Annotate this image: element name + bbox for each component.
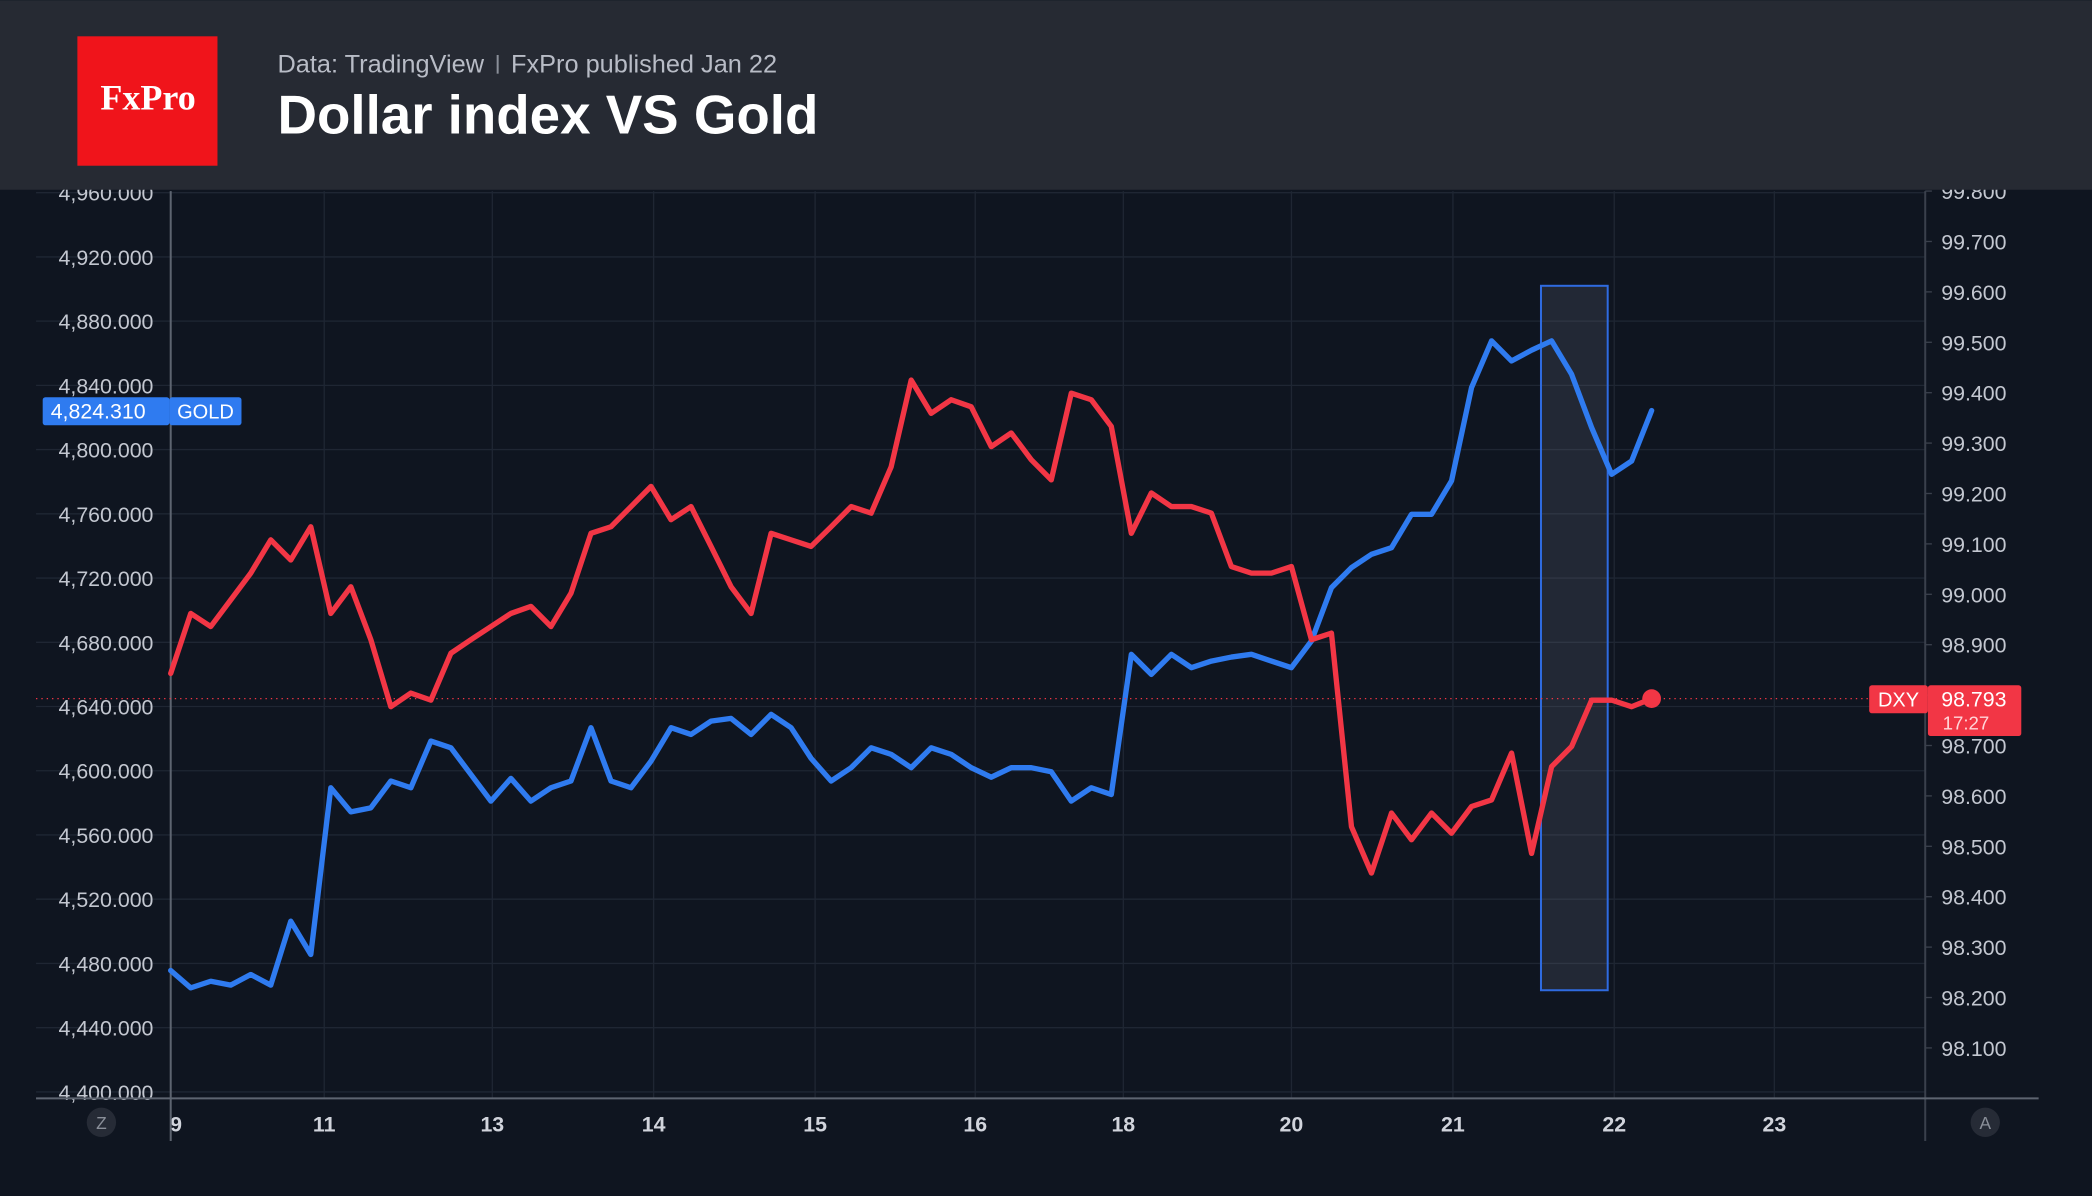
y-tick-label: 4,440.000 <box>59 1017 154 1041</box>
button[interactable] <box>1970 1107 2000 1138</box>
x-tick-label: 23 <box>1762 1113 1786 1137</box>
series-line <box>168 377 1655 876</box>
y2-tick-label: 99.300 <box>1941 432 2006 456</box>
y2-tick-label: 98.900 <box>1941 634 2006 658</box>
button-label[interactable]: Z <box>96 1113 107 1133</box>
name-tag <box>1869 685 1928 714</box>
y-tick-label: 4,520.000 <box>59 888 154 912</box>
x-tick-label: 18 <box>1111 1113 1135 1137</box>
logo: FxPro <box>100 78 195 118</box>
y2-tick-label: 99.400 <box>1941 382 2006 406</box>
y2-tick-label: 98.600 <box>1941 785 2006 809</box>
value-tag-label: 4,824.310 <box>51 400 146 424</box>
subtitle: FxPro published Jan 22 <box>511 50 777 78</box>
highlight-box <box>1539 284 1609 992</box>
y-tick-label: 4,560.000 <box>59 824 154 848</box>
series-line <box>168 338 1655 991</box>
name-tag-label: GOLD <box>177 402 234 424</box>
source: Data: TradingView <box>278 50 485 78</box>
header-bg <box>0 0 2092 190</box>
countdown: 17:27 <box>1943 712 1990 733</box>
last-point <box>1642 689 1661 708</box>
y2-tick-label: 98.200 <box>1941 987 2006 1011</box>
x-tick-label: 20 <box>1280 1113 1304 1137</box>
y2-tick-label: 99.000 <box>1941 583 2006 607</box>
y-tick-label: 4,840.000 <box>59 374 154 398</box>
x-tick-label: 15 <box>803 1113 827 1137</box>
y-tick-label: 4,880.000 <box>59 310 154 334</box>
y-tick-label: 4,920.000 <box>59 246 154 270</box>
y2-tick-label: 99.700 <box>1941 230 2006 254</box>
y2-tick-label: 99.200 <box>1941 482 2006 506</box>
value-tag <box>42 397 170 426</box>
y-tick-label: 4,720.000 <box>59 567 154 591</box>
x-tick-label: 13 <box>480 1113 504 1137</box>
y-tick-label: 4,680.000 <box>59 631 154 655</box>
header: FxPro Data: TradingView FxPro published … <box>0 0 2092 190</box>
y-tick-label: 4,480.000 <box>59 952 154 976</box>
logo-box <box>77 36 218 166</box>
value-tag-label: 98.793 <box>1941 688 2006 712</box>
y-tick-label: 4,800.000 <box>59 439 154 463</box>
plot: 4,400.000 4,440.000 4,480.000 4,520.000 4,56… <box>36 180 2039 1142</box>
x-tick-label: 11 <box>313 1113 336 1137</box>
y-tick-label: 4,400.000 <box>59 1081 154 1105</box>
x-tick-label: 9 <box>170 1113 182 1137</box>
y2-tick-label: 98.100 <box>1941 1037 2006 1061</box>
button[interactable] <box>86 1107 117 1138</box>
x-tick-label: 14 <box>642 1113 666 1137</box>
name-tag <box>169 397 242 426</box>
y-tick-label: 4,760.000 <box>59 503 154 527</box>
y2-tick-label: 99.500 <box>1941 331 2006 355</box>
value-tag <box>1927 685 2022 736</box>
button-label[interactable]: A <box>1979 1113 1991 1133</box>
y2-tick-label: 99.600 <box>1941 281 2006 305</box>
name-tag-label: DXY <box>1878 690 1919 712</box>
x-tick-label: 21 <box>1441 1113 1465 1137</box>
chart-title: Dollar index VS Gold <box>278 84 819 146</box>
y2-tick-label: 99.100 <box>1941 533 2006 557</box>
x-tick-label: 16 <box>963 1113 987 1137</box>
y2-tick-label: 98.300 <box>1941 936 2006 960</box>
x-tick-label: 22 <box>1602 1113 1626 1137</box>
y2-tick-label: 98.700 <box>1941 735 2006 759</box>
y-tick-label: 4,600.000 <box>59 760 154 784</box>
y2-tick-label: 98.400 <box>1941 886 2006 910</box>
y2-tick-label: 98.500 <box>1941 835 2006 859</box>
y-tick-label: 4,640.000 <box>59 696 154 720</box>
